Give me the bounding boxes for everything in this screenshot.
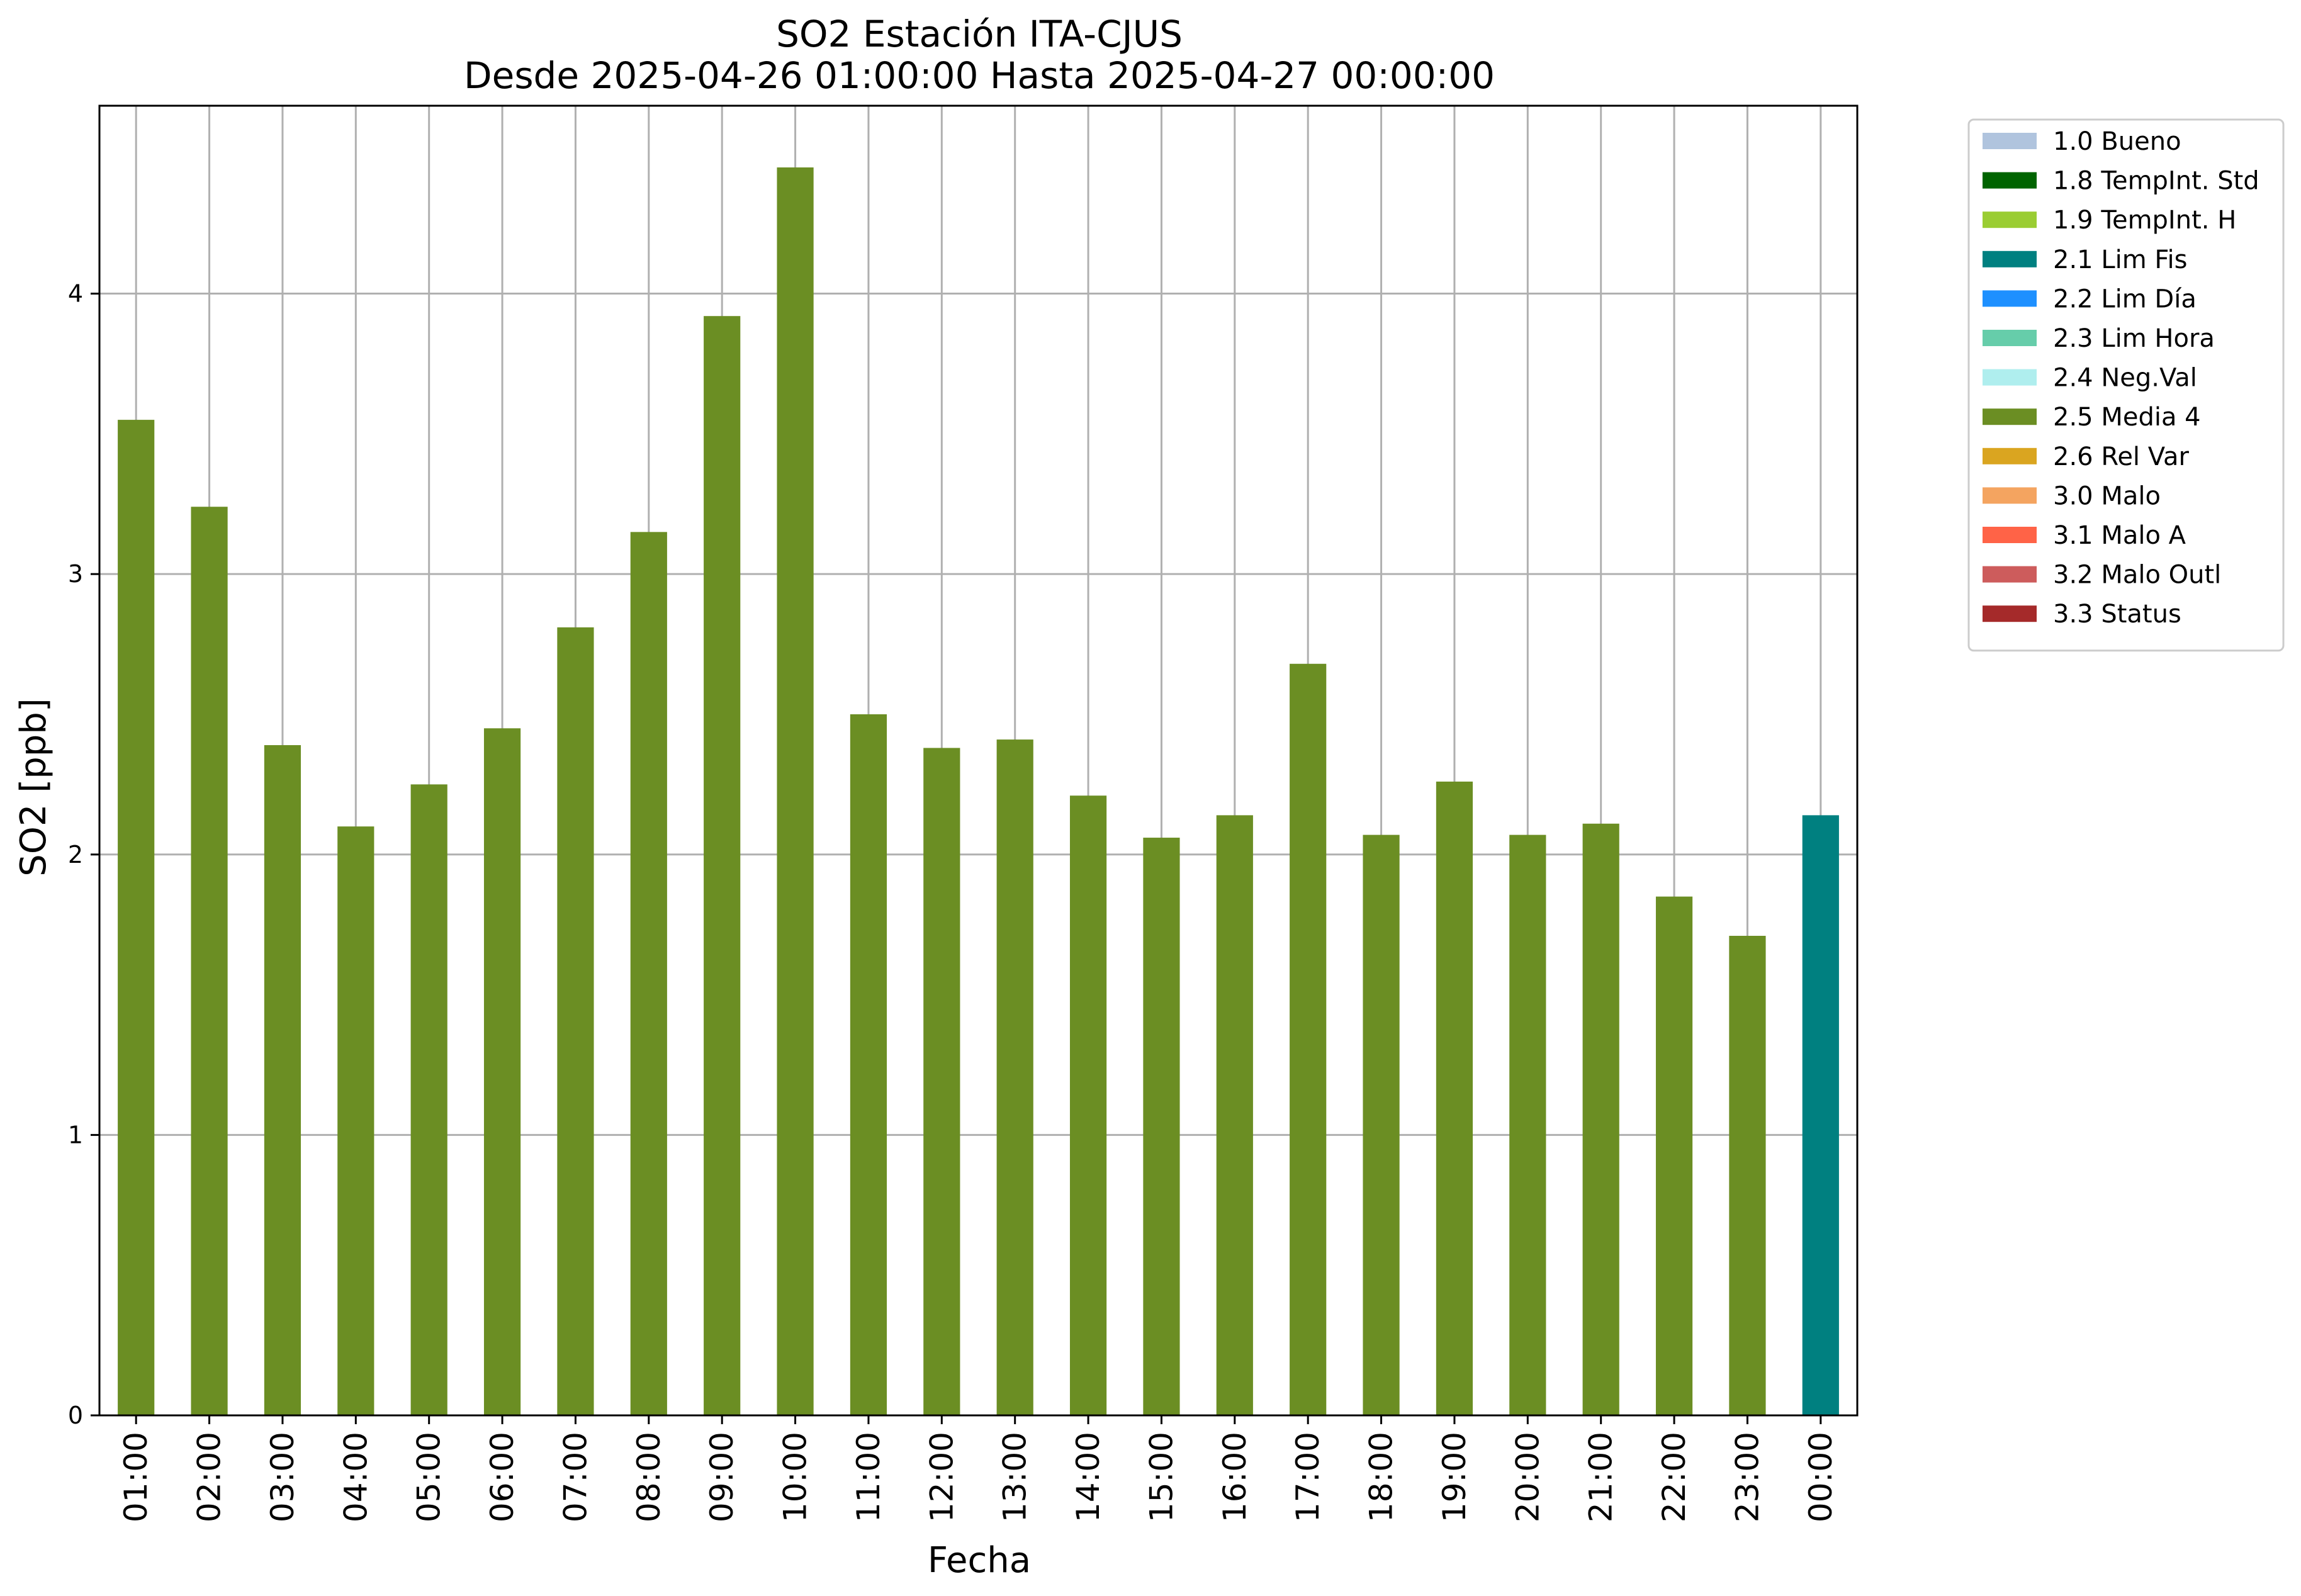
y-tick-label: 3 [68, 560, 83, 588]
x-tick-label: 11:00 [850, 1432, 887, 1522]
bars [118, 167, 1839, 1416]
x-tick-label: 16:00 [1217, 1432, 1253, 1522]
x-tick-label: 05:00 [411, 1432, 447, 1522]
bar-04:00 [337, 826, 374, 1415]
x-tick-label: 21:00 [1583, 1432, 1619, 1522]
bar-06:00 [483, 728, 521, 1415]
bar-10:00 [777, 167, 814, 1415]
x-axis-ticks: 01:00 02:00 03:00 04:00 05:00 06:00 07:00 08:00… [118, 1415, 1839, 1522]
bar-20:00 [1509, 835, 1546, 1415]
bar-15:00 [1143, 838, 1180, 1415]
bar-01:00 [118, 420, 155, 1415]
legend-label: 2.5 Media 4 [2053, 403, 2201, 432]
bar-21:00 [1582, 823, 1619, 1415]
x-tick-label: 23:00 [1729, 1432, 1765, 1522]
y-tick-label: 0 [68, 1402, 83, 1429]
legend-swatch [1983, 211, 2037, 228]
x-tick-label: 13:00 [997, 1432, 1033, 1522]
legend-swatch [1983, 369, 2037, 386]
x-tick-label: 22:00 [1656, 1432, 1692, 1522]
legend-swatch [1983, 133, 2037, 149]
legend-label: 2.3 Lim Hora [2053, 324, 2215, 353]
legend: 1.0 Bueno 1.8 TempInt. Std 1.9 TempInt. H 2… [1967, 118, 2285, 652]
bar-13:00 [996, 739, 1033, 1415]
x-tick-label: 03:00 [264, 1432, 301, 1522]
legend-swatch [1983, 566, 2037, 583]
x-tick-label: 20:00 [1509, 1432, 1546, 1522]
x-axis-label: Fecha [928, 1540, 1031, 1581]
legend-label: 3.0 Malo [2053, 481, 2161, 510]
legend-label: 1.8 TempInt. Std [2053, 167, 2259, 196]
x-tick-label: 00:00 [1803, 1432, 1839, 1522]
bar-14:00 [1069, 795, 1107, 1415]
x-tick-label: 07:00 [557, 1432, 594, 1522]
x-tick-label: 09:00 [704, 1432, 740, 1522]
bar-08:00 [630, 532, 667, 1415]
y-tick-label: 2 [68, 841, 83, 868]
legend-swatch [1983, 447, 2037, 464]
legend-label: 2.2 Lim Día [2053, 284, 2197, 313]
chart-title: SO2 Estación ITA-CJUS [776, 13, 1183, 55]
legend-box [1967, 118, 2285, 652]
x-tick-label: 14:00 [1070, 1432, 1106, 1522]
bar-16:00 [1216, 815, 1253, 1415]
x-tick-label: 15:00 [1143, 1432, 1179, 1522]
x-tick-label: 19:00 [1436, 1432, 1473, 1522]
y-axis-label: SO2 [ppb] [13, 698, 54, 876]
legend-swatch [1983, 527, 2037, 543]
legend-swatch [1983, 408, 2037, 425]
y-tick-label: 4 [68, 280, 83, 308]
x-tick-label: 18:00 [1363, 1432, 1400, 1522]
legend-label: 1.0 Bueno [2053, 127, 2181, 156]
legend-swatch [1983, 605, 2037, 622]
chart-subtitle: Desde 2025-04-26 01:00:00 Hasta 2025-04-… [464, 54, 1495, 97]
bar-11:00 [850, 714, 887, 1415]
legend-swatch [1983, 290, 2037, 307]
bar-00:00 [1802, 815, 1839, 1415]
plot-area-frame [98, 104, 1859, 1417]
legend-swatch [1983, 172, 2037, 189]
x-tick-label: 04:00 [337, 1432, 374, 1522]
x-tick-label: 06:00 [484, 1432, 520, 1522]
bar-17:00 [1290, 663, 1327, 1415]
legend-label: 2.4 Neg.Val [2053, 364, 2197, 393]
y-tick-label: 1 [68, 1121, 83, 1149]
bar-05:00 [410, 784, 447, 1415]
bar-12:00 [923, 748, 960, 1415]
legend-label: 3.1 Malo A [2053, 521, 2186, 550]
x-tick-label: 17:00 [1290, 1432, 1326, 1522]
y-axis-ticks: 0 1 2 3 4 [68, 280, 99, 1429]
bar-03:00 [264, 745, 301, 1415]
bar-09:00 [704, 316, 741, 1415]
bar-18:00 [1363, 835, 1400, 1415]
x-tick-label: 10:00 [777, 1432, 814, 1522]
bar-19:00 [1436, 781, 1473, 1415]
legend-swatch [1983, 487, 2037, 504]
x-tick-label: 01:00 [118, 1432, 154, 1522]
legend-swatch [1983, 330, 2037, 346]
bar-22:00 [1655, 896, 1693, 1415]
x-tick-label: 02:00 [191, 1432, 228, 1522]
legend-label: 3.2 Malo Outl [2053, 561, 2221, 590]
bar-23:00 [1729, 936, 1766, 1415]
legend-swatch [1983, 250, 2037, 267]
legend-label: 1.9 TempInt. H [2053, 206, 2236, 235]
x-tick-label: 08:00 [631, 1432, 667, 1522]
legend-label: 2.6 Rel Var [2053, 442, 2190, 471]
bar-07:00 [557, 627, 594, 1415]
legend-label: 3.3 Status [2053, 600, 2181, 629]
legend-label: 2.1 Lim Fis [2053, 245, 2187, 274]
bar-02:00 [191, 507, 228, 1416]
x-tick-label: 12:00 [923, 1432, 960, 1522]
